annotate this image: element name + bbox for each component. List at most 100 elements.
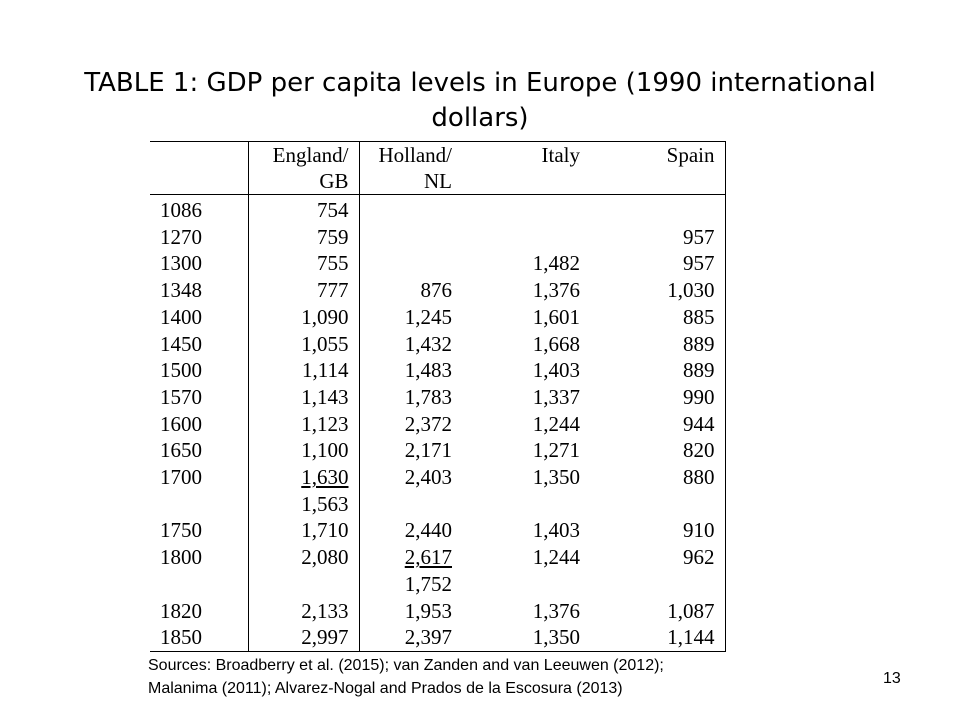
table-row: 1600 1,123 2,372 1,244 944 [150, 410, 726, 438]
page-number: 13 [883, 670, 901, 687]
cell-spain: 885 [590, 303, 726, 331]
table-row: 1750 1,710 2,440 1,403 910 [150, 517, 726, 545]
table-row: 1500 1,114 1,483 1,403 889 [150, 357, 726, 384]
cell-year: 1500 [150, 357, 249, 384]
cell-england-gb [248, 570, 360, 598]
table-row: 1450 1,055 1,432 1,668 889 [150, 330, 726, 358]
cell-year: 1650 [150, 437, 249, 465]
table-row: 1300 755 1,482 957 [150, 250, 726, 278]
cell-spain: 962 [590, 544, 726, 571]
cell-year [150, 570, 249, 598]
cell-spain: 990 [590, 383, 726, 411]
cell-england-gb: 1,143 [248, 383, 360, 411]
sources-note: Sources: Broadberry et al. (2015); van Z… [148, 654, 788, 700]
cell-holland-nl [359, 250, 462, 277]
cell-italy [462, 195, 590, 224]
cell-italy: 1,403 [532, 518, 580, 543]
sources-line-1: Sources: Broadberry et al. (2015); van Z… [148, 657, 664, 674]
cell-italy: 1,376 [532, 598, 580, 623]
cell-england-gb: 755 [248, 250, 360, 278]
table-row: 1,563 [150, 490, 726, 518]
cell-year: 1348 [150, 277, 249, 304]
cell-holland-nl [359, 224, 462, 251]
cell-spain [590, 490, 726, 518]
cell-england-gb: 2,997 [248, 624, 360, 652]
cell-england-gb: 1,055 [248, 330, 360, 358]
cell-year: 1270 [150, 223, 249, 251]
cell-italy [462, 571, 590, 598]
header-holland-line-2: NL [424, 169, 452, 193]
header-england-gb: England/ GB [248, 141, 360, 195]
cell-year: 1820 [150, 597, 249, 625]
cell-england-gb: 1,090 [248, 303, 360, 331]
cell-england-gb: 1,710 [248, 517, 360, 545]
cell-italy: 1,350 [462, 624, 590, 652]
header-holland-nl: Holland/ NL [359, 141, 462, 195]
cell-year: 1600 [150, 410, 249, 438]
cell-england-gb: 754 [248, 194, 360, 224]
cell-spain: 1,030 [590, 277, 726, 304]
cell-italy: 1,668 [532, 331, 580, 356]
cell-england-gb: 1,563 [248, 490, 360, 518]
cell-holland-nl: 2,372 [404, 411, 452, 436]
cell-spain: 957 [590, 223, 726, 251]
cell-year: 1750 [150, 517, 249, 545]
table-row: 1570 1,143 1,783 1,337 990 [150, 383, 726, 411]
table-row: 1700 1,630 2,403 1,350 880 [150, 464, 726, 491]
header-spain: Spain [590, 141, 726, 195]
table-row: 1850 2,997 2,397 1,350 1,144 [150, 624, 726, 652]
cell-holland-nl: 2,440 [404, 518, 452, 543]
cell-italy: 1,601 [532, 304, 580, 329]
cell-spain: 1,087 [590, 597, 726, 625]
header-england-line-2: GB [319, 169, 349, 193]
cell-italy [462, 491, 590, 518]
table-row: 1820 2,133 1,953 1,376 1,087 [150, 597, 726, 625]
cell-year: 1800 [150, 544, 249, 571]
cell-italy: 1,376 [532, 278, 580, 303]
cell-holland-nl: 1,245 [404, 304, 452, 329]
cell-spain [590, 194, 726, 224]
cell-italy: 1,244 [532, 545, 580, 570]
cell-spain: 1,144 [590, 624, 726, 652]
cell-holland-nl [359, 491, 462, 518]
cell-england-gb: 2,080 [248, 544, 360, 571]
cell-year: 1400 [150, 303, 249, 331]
cell-italy: 1,337 [532, 384, 580, 409]
cell-holland-nl: 2,171 [404, 438, 452, 463]
cell-year: 1850 [150, 624, 249, 652]
table-row: 1800 2,080 2,617 1,244 962 [150, 544, 726, 571]
table-row: 1086 754 [150, 194, 726, 224]
cell-year: 1300 [150, 250, 249, 278]
cell-holland-nl: 2,397 [359, 624, 462, 652]
cell-holland-nl: 1,783 [404, 384, 452, 409]
header-italy: Italy [462, 141, 590, 195]
header-holland-line-1: Holland/ [378, 143, 453, 167]
cell-holland-nl: 1,483 [404, 358, 452, 383]
slide-title: TABLE 1: GDP per capita levels in Europe… [60, 66, 900, 136]
table-header-row: England/ GB Holland/ NL Italy Spain [150, 141, 726, 195]
cell-holland-nl: 2,617 [404, 545, 452, 570]
cell-italy: 1,244 [532, 411, 580, 436]
cell-italy: 1,350 [532, 465, 580, 490]
cell-spain [590, 570, 726, 598]
cell-year: 1450 [150, 330, 249, 358]
sources-line-2: Malanima (2011); Alvarez-Nogal and Prado… [148, 680, 623, 697]
cell-year [150, 490, 249, 518]
cell-year: 1086 [150, 194, 249, 224]
cell-spain: 889 [590, 357, 726, 384]
table-row: 1400 1,090 1,245 1,601 885 [150, 303, 726, 331]
cell-holland-nl: 1,752 [404, 571, 452, 596]
cell-italy [462, 224, 590, 251]
cell-year: 1700 [150, 464, 249, 491]
cell-england-gb: 759 [248, 223, 360, 251]
header-england-line-1: England/ [272, 143, 349, 167]
cell-italy: 1,482 [532, 251, 580, 276]
cell-italy: 1,403 [532, 358, 580, 383]
cell-holland-nl: 1,953 [404, 598, 452, 623]
gdp-table-container: England/ GB Holland/ NL Italy Spain 1086… [150, 141, 726, 652]
cell-holland-nl: 876 [420, 278, 453, 303]
cell-spain: 910 [590, 517, 726, 545]
cell-england-gb: 777 [248, 277, 360, 304]
table-row: 1270 759 957 [150, 223, 726, 251]
cell-year: 1570 [150, 383, 249, 411]
